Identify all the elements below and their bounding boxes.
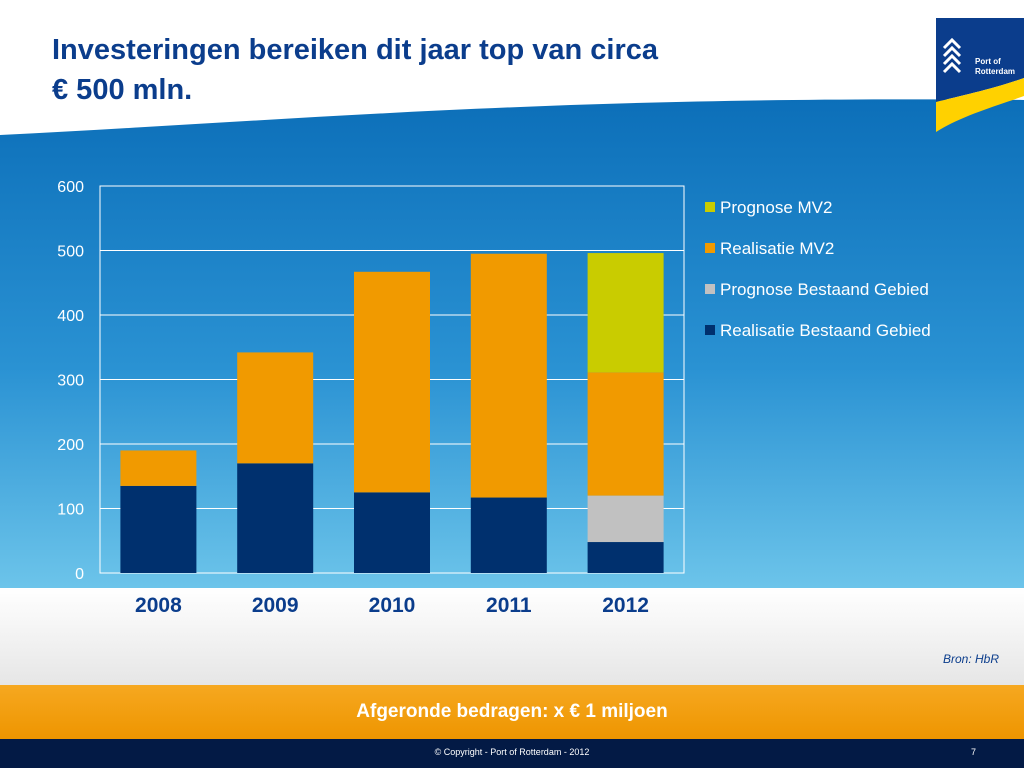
note-band: Afgeronde bedragen: x € 1 miljoen [0,685,1024,739]
rounding-note: Afgeronde bedragen: x € 1 miljoen [356,701,668,722]
x-tick-label-2010: 2010 [369,594,416,617]
y-tick-label-100: 100 [57,502,84,519]
y-tick-label-400: 400 [57,308,84,325]
bar-2008-realisatie-bestaand-gebied [120,485,197,573]
page-title-line-2: € 500 mln. [52,74,193,106]
page-title-line-1: Investeringen bereiken dit jaar top van … [52,34,658,66]
page-title: Investeringen bereiken dit jaar top van … [52,30,872,110]
bar-2012-prognose-bestaand-gebied [587,495,664,543]
bar-2012-prognose-mv2 [587,253,664,373]
x-tick-label-2012: 2012 [602,594,649,617]
logo-text-line-1: Port of [975,57,1001,66]
legend-swatch-realisatie-bestaand-gebied [705,325,715,335]
legend-swatch-realisatie-mv2 [705,243,715,253]
legend-swatch-prognose-bestaand-gebied [705,284,715,294]
y-tick-label-600: 600 [57,179,84,196]
y-tick-label-200: 200 [57,437,84,454]
legend-label-realisatie-mv2: Realisatie MV2 [720,239,834,258]
bar-2008-realisatie-mv2 [120,450,197,486]
y-tick-label-0: 0 [75,566,84,583]
y-tick-label-500: 500 [57,244,84,261]
x-tick-label-2011: 2011 [486,594,532,617]
logo-text: Port of Rotterdam [975,57,1024,77]
source-note: Bron: HbR [942,652,999,666]
footer: © Copyright - Port of Rotterdam - 2012 7 [0,739,1024,768]
bar-2011-realisatie-mv2 [470,253,547,498]
port-of-rotterdam-logo [936,18,1024,132]
logo-mark-icon [942,37,962,74]
logo-text-line-2: Rotterdam [975,67,1016,76]
bar-2012-realisatie-mv2 [587,372,664,496]
bar-2011-realisatie-bestaand-gebied [470,497,547,573]
bar-2009-realisatie-bestaand-gebied [237,463,314,573]
bar-2010-realisatie-mv2 [354,271,430,493]
stacked-bar-chart: 0 100 200 300 400 500 600 2008 2009 2010 2011 2012 P… [57,179,931,617]
legend-swatch-prognose-mv2 [705,202,715,212]
legend-label-realisatie-bestaand-gebied: Realisatie Bestaand Gebied [720,321,931,340]
legend-label-prognose-mv2: Prognose MV2 [720,198,832,217]
x-tick-label-2009: 2009 [252,594,299,617]
copyright-text: © Copyright - Port of Rotterdam - 2012 [434,747,590,757]
y-tick-label-300: 300 [57,373,84,390]
bar-2009-realisatie-mv2 [237,352,314,464]
legend-label-prognose-bestaand-gebied: Prognose Bestaand Gebied [720,280,929,299]
bar-2010-realisatie-bestaand-gebied [354,492,430,573]
bar-2012-realisatie-bestaand-gebied [587,542,664,573]
page-number: 7 [970,747,976,757]
x-tick-label-2008: 2008 [135,594,182,617]
